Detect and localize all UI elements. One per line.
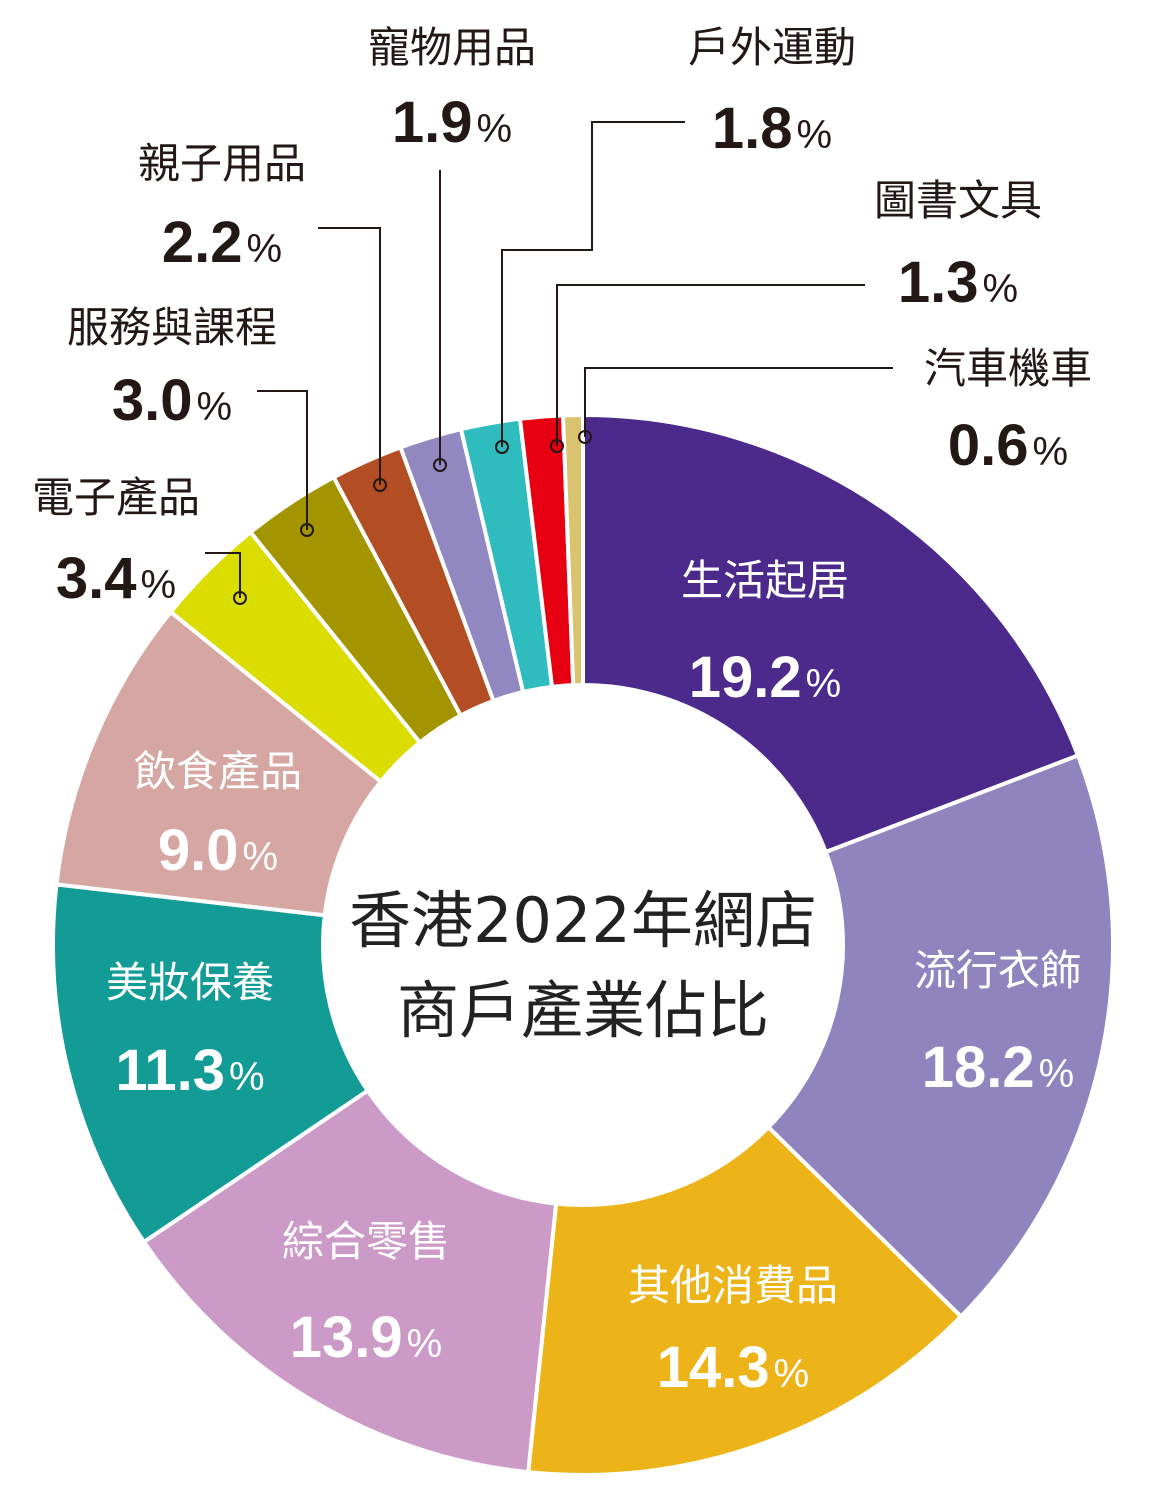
slice-value-7: 3.0% bbox=[112, 368, 232, 433]
slice-labels: 生活起居 19.2 % 流行衣飾 18.2 % 其他消費品 14.3 % 綜合零售 13.9 % 美妝保… bbox=[32, 23, 1092, 1400]
slice-value-9: 1.9% bbox=[392, 90, 512, 155]
slice-value-8: 2.2% bbox=[162, 210, 282, 275]
slice-3 bbox=[141, 1087, 559, 1475]
leader-dot-10 bbox=[495, 440, 509, 454]
slice-4 bbox=[51, 882, 371, 1245]
slice-value-4: 11.3% bbox=[115, 1038, 264, 1103]
slice-value-10: 1.8% bbox=[712, 96, 832, 161]
leader-dot-8 bbox=[373, 478, 387, 492]
slice-label-10: 戶外運動 bbox=[688, 23, 856, 72]
leader-line-6 bbox=[205, 552, 241, 598]
slice-12 bbox=[560, 412, 585, 688]
leader-dot-12 bbox=[578, 430, 592, 444]
donut-slices bbox=[51, 412, 1115, 1477]
chart-title-line-1: 香港2022年網店 bbox=[349, 884, 817, 957]
slice-label-6: 電子產品 bbox=[32, 473, 200, 522]
leader-line-7 bbox=[257, 390, 308, 530]
slice-label-4: 美妝保養 bbox=[106, 958, 274, 1007]
slice-label-9: 寵物用品 bbox=[368, 23, 536, 72]
slice-1 bbox=[765, 752, 1115, 1320]
slice-value-0: 19.2% bbox=[689, 645, 841, 710]
slice-0 bbox=[581, 412, 1081, 855]
slice-label-1: 流行衣飾 bbox=[914, 946, 1082, 995]
slice-label-0: 生活起居 bbox=[681, 556, 849, 605]
leader-dot-7 bbox=[300, 523, 314, 537]
slice-label-3: 綜合零售 bbox=[282, 1217, 450, 1266]
leader-lines bbox=[205, 121, 893, 605]
slice-value-1: 18.2% bbox=[922, 1035, 1074, 1100]
slice-2 bbox=[526, 1124, 964, 1477]
slice-label-8: 親子用品 bbox=[138, 139, 306, 188]
slice-label-5: 飲食產品 bbox=[134, 747, 302, 796]
slice-label-11: 圖書文具 bbox=[874, 176, 1042, 225]
slice-label-12: 汽車機車 bbox=[924, 344, 1092, 393]
slice-label-2: 其他消費品 bbox=[628, 1261, 838, 1310]
leader-dot-11 bbox=[550, 439, 564, 453]
leader-line-12 bbox=[584, 367, 893, 437]
leader-dot-6 bbox=[233, 591, 247, 605]
leader-line-10 bbox=[501, 121, 685, 447]
slice-value-12: 0.6% bbox=[948, 413, 1068, 478]
slice-value-2: 14.3% bbox=[657, 1335, 809, 1400]
leader-line-8 bbox=[318, 227, 381, 485]
slice-value-11: 1.3% bbox=[898, 250, 1018, 315]
leader-dot-9 bbox=[433, 458, 447, 472]
leader-line-11 bbox=[556, 284, 865, 446]
slice-label-7: 服務與課程 bbox=[67, 303, 277, 352]
slice-value-5: 9.0% bbox=[158, 818, 278, 883]
chart-title-line-2: 商戶產業佔比 bbox=[397, 974, 769, 1047]
slice-value-3: 13.9% bbox=[290, 1305, 442, 1370]
slice-value-6: 3.4% bbox=[56, 546, 176, 611]
slice-5 bbox=[54, 609, 384, 918]
